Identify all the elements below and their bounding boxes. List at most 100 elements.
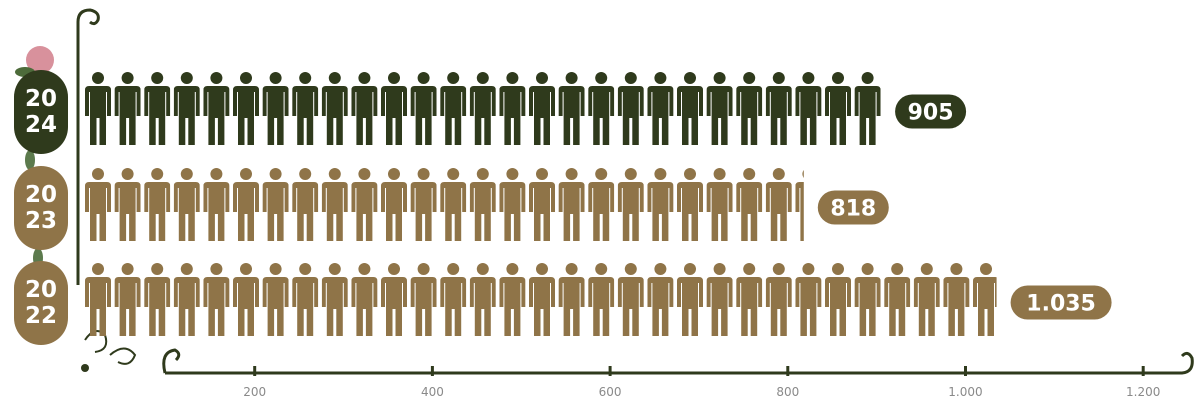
person-icon [233, 168, 259, 241]
person-icon [321, 168, 348, 241]
person-icon [588, 263, 615, 336]
year-label: 2023 [25, 182, 58, 234]
person-icon [440, 72, 467, 145]
person-icon [114, 263, 141, 336]
person-icon [706, 263, 733, 336]
person-icon [85, 263, 111, 336]
person-icon [499, 72, 526, 145]
person-icon [233, 263, 259, 336]
person-icon [262, 168, 289, 241]
person-icon [647, 72, 674, 145]
pictogram-bar [85, 263, 997, 336]
value-label: 1.035 [1026, 292, 1096, 317]
person-icon [943, 263, 970, 336]
person-icon [795, 168, 804, 241]
person-icon [292, 72, 319, 145]
person-icon [173, 72, 200, 145]
person-icon [736, 72, 763, 145]
person-icon [736, 263, 763, 336]
person-icon [381, 168, 407, 241]
person-icon [558, 263, 585, 336]
value-label: 818 [830, 197, 876, 222]
x-tick-label: 800 [776, 385, 799, 399]
person-icon [440, 263, 467, 336]
person-icon [144, 168, 171, 241]
person-icon [795, 72, 822, 145]
person-icon [558, 168, 585, 241]
person-icon [884, 263, 911, 336]
x-tick-label: 600 [599, 385, 622, 399]
person-icon [173, 263, 200, 336]
person-icon [321, 72, 348, 145]
year-badge: 2024 [14, 70, 68, 154]
person-icon [114, 168, 141, 241]
person-icon [499, 263, 526, 336]
x-tick-label: 200 [243, 385, 266, 399]
year-label: 2022 [25, 277, 58, 329]
person-icon [854, 72, 881, 145]
person-icon [765, 72, 792, 145]
person-icon [913, 263, 940, 336]
person-icon [203, 72, 230, 145]
person-icon [588, 72, 615, 145]
person-icon [677, 168, 703, 241]
person-icon [765, 263, 792, 336]
person-icon [765, 168, 792, 241]
person-icon [292, 168, 319, 241]
value-pill [1010, 285, 1112, 320]
person-icon [351, 72, 378, 145]
person-icon [410, 168, 437, 241]
person-icon [588, 168, 615, 241]
pictogram-bar [85, 72, 881, 145]
person-icon [529, 168, 555, 241]
person-icon [351, 168, 378, 241]
person-icon [706, 168, 733, 241]
value-label: 905 [908, 101, 954, 126]
year-badge: 2023 [14, 166, 68, 250]
person-icon [469, 263, 496, 336]
person-icon [114, 72, 141, 145]
person-icon [499, 168, 526, 241]
person-icon [469, 72, 496, 145]
person-icon [736, 168, 763, 241]
person-icon [85, 168, 111, 241]
person-icon [647, 168, 674, 241]
person-icon [381, 263, 407, 336]
person-icon [262, 72, 289, 145]
x-tick-label: 1.200 [1126, 385, 1160, 399]
person-icon [381, 72, 407, 145]
person-icon [233, 72, 259, 145]
person-icon [617, 263, 644, 336]
person-icon [677, 72, 703, 145]
person-icon [440, 168, 467, 241]
person-icon [617, 168, 644, 241]
person-icon [292, 263, 319, 336]
person-icon [203, 168, 230, 241]
pictogram-bar [85, 168, 804, 241]
person-icon [647, 263, 674, 336]
person-icon [144, 263, 171, 336]
person-icon [173, 168, 200, 241]
value-pill [817, 190, 889, 225]
person-icon [825, 263, 851, 336]
person-icon [825, 72, 851, 145]
decoration [15, 8, 1194, 375]
person-icon [351, 263, 378, 336]
person-icon [203, 263, 230, 336]
person-icon [85, 72, 111, 145]
year-badge: 2022 [14, 261, 68, 345]
value-pill [895, 94, 967, 129]
person-icon [469, 168, 496, 241]
x-tick-label: 1.000 [948, 385, 982, 399]
person-icon [617, 72, 644, 145]
person-icon [410, 263, 437, 336]
person-icon [529, 72, 555, 145]
person-icon [795, 263, 822, 336]
person-icon [973, 263, 997, 336]
x-tick-label: 400 [421, 385, 444, 399]
person-icon [677, 263, 703, 336]
person-icon [854, 263, 881, 336]
person-icon [321, 263, 348, 336]
